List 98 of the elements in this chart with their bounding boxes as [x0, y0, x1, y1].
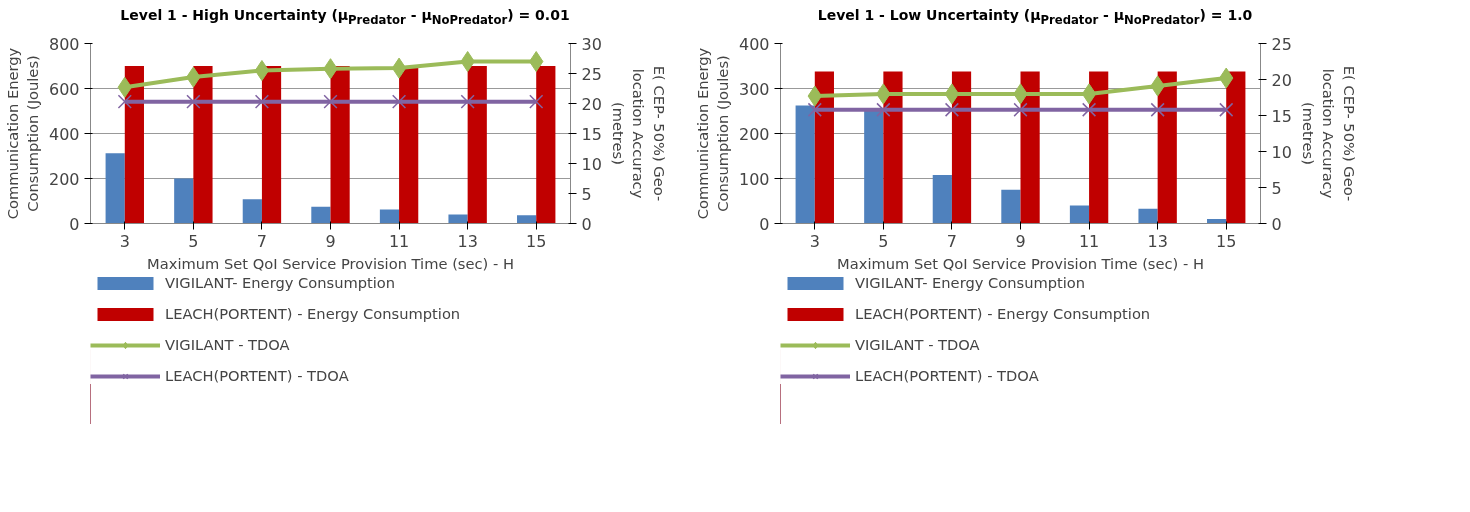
- point: [529, 95, 544, 110]
- y-tick-label: 800: [48, 34, 80, 54]
- bar: [448, 214, 468, 224]
- x-axis-title: Maximum Set QoI Service Provision Time (sec) - H: [147, 254, 514, 272]
- bar: [864, 109, 884, 224]
- y-axis-title: Communication Energy Consumption (Joules): [693, 47, 731, 220]
- bar: [193, 66, 213, 224]
- chart-title: Level 1 - High Uncertainty (μ$_{Predator}$ - μ$_{NoPredator}$) = 0.01: [120, 7, 570, 27]
- legend-label: VIGILANT - TDOA: [855, 336, 980, 354]
- y2-tick-label: 15: [581, 124, 602, 144]
- y-tick-label: 600: [48, 79, 80, 99]
- legend-label: LEACH(PORTENT) - TDOA: [855, 367, 1039, 385]
- y2-tick-label: 25: [1271, 34, 1292, 54]
- bar: [1020, 71, 1040, 224]
- bar: [883, 71, 903, 224]
- legend-label: VIGILANT- Energy Consumption: [855, 274, 1086, 292]
- bar: [536, 66, 556, 224]
- x-tick-label: 13: [1147, 231, 1168, 251]
- y2-tick-label: 25: [581, 64, 602, 84]
- y2-tick-label: 30: [581, 34, 602, 54]
- y-axis-title: Communication Energy Consumption (Joules): [3, 47, 41, 220]
- x-tick-label: 3: [809, 231, 820, 251]
- bar: [330, 66, 350, 224]
- bar: [242, 199, 262, 224]
- x-tick-label: 9: [325, 231, 336, 251]
- x-tick-label: 15: [526, 231, 547, 251]
- bar: [951, 71, 972, 224]
- point: [1013, 103, 1028, 118]
- bar: [1001, 190, 1021, 224]
- point: [391, 58, 407, 80]
- y2-tick-label: 10: [581, 154, 602, 174]
- legend-label: LEACH(PORTENT) - Energy Consumption: [855, 305, 1151, 323]
- y2-tick-label: 20: [1271, 70, 1292, 90]
- y2-tick-label: 5: [581, 184, 592, 204]
- point: [254, 60, 270, 82]
- point: [323, 95, 338, 110]
- y2-tick-label: 15: [1271, 106, 1292, 126]
- point: [876, 103, 891, 118]
- y2-tick-label: 20: [581, 94, 602, 114]
- bar: [1138, 209, 1158, 224]
- y2-tick-label: 5: [1271, 178, 1282, 198]
- y-tick-label: 200: [48, 169, 80, 189]
- point: [944, 83, 960, 105]
- bar: [795, 106, 815, 224]
- y-tick-label: 200: [738, 124, 770, 144]
- point: [1219, 103, 1234, 118]
- x-axis-title: Maximum Set QoI Service Provision Time (sec) - H: [837, 254, 1204, 272]
- y2-axis-title: E( CEP- 50%) Geo-location Accuracy (metres): [1299, 66, 1358, 202]
- chart-title: Level 1 - Low Uncertainty (μ$_{Predator}$ - μ$_{NoPredator}$) = 1.0: [817, 7, 1253, 27]
- y-tick-label: 300: [738, 79, 770, 99]
- bar: [174, 178, 194, 224]
- x-tick-label: 7: [256, 231, 268, 251]
- point: [460, 95, 475, 110]
- x-tick-label: 5: [188, 231, 199, 251]
- x-tick-label: 5: [878, 231, 889, 251]
- x-tick-label: 9: [1015, 231, 1026, 251]
- point: [807, 103, 822, 118]
- bar: [1226, 71, 1246, 224]
- y-tick-label: 400: [48, 124, 80, 144]
- legend-label: LEACH(PORTENT) - TDOA: [165, 367, 349, 385]
- x-tick-label: 7: [946, 231, 958, 251]
- y2-tick-label: 10: [1271, 142, 1292, 162]
- bar: [1069, 205, 1090, 224]
- bar: [932, 175, 952, 224]
- y-tick-label: 0: [69, 214, 80, 234]
- y-tick-label: 0: [759, 214, 770, 234]
- legend-label: VIGILANT - TDOA: [165, 336, 290, 354]
- x-tick-label: 15: [1216, 231, 1237, 251]
- bar: [1157, 71, 1177, 224]
- bar: [311, 207, 331, 224]
- bar: [379, 210, 400, 224]
- point: [117, 95, 132, 110]
- bar: [399, 66, 419, 224]
- point: [391, 95, 407, 110]
- bar: [261, 66, 282, 224]
- x-tick-label: 11: [388, 231, 410, 251]
- legend-label: VIGILANT- Energy Consumption: [165, 274, 396, 292]
- point: [254, 95, 270, 110]
- y2-tick-label: 0: [581, 214, 592, 234]
- legend-label: LEACH(PORTENT) - Energy Consumption: [165, 305, 461, 323]
- x-tick-label: 3: [119, 231, 130, 251]
- y-tick-label: 100: [738, 169, 770, 189]
- point: [1081, 83, 1097, 105]
- y-tick-label: 400: [738, 34, 770, 54]
- bar: [517, 215, 537, 224]
- point: [186, 95, 201, 110]
- point: [944, 103, 960, 118]
- bar: [105, 153, 125, 224]
- x-tick-label: 11: [1078, 231, 1100, 251]
- y2-tick-label: 0: [1271, 214, 1282, 234]
- bar: [1089, 71, 1109, 224]
- bar: [814, 71, 834, 224]
- x-tick-label: 13: [457, 231, 478, 251]
- point: [1081, 103, 1097, 118]
- bar: [124, 66, 144, 224]
- point: [1150, 103, 1165, 118]
- y2-axis-title: E( CEP- 50%) Geo-location Accuracy (metres): [609, 66, 668, 202]
- bar: [467, 66, 487, 224]
